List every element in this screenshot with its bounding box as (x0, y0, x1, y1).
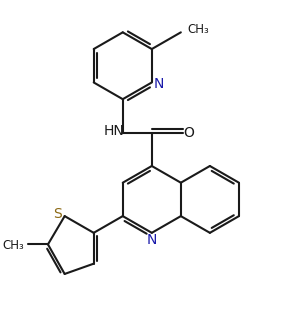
Text: CH₃: CH₃ (187, 23, 209, 36)
Text: S: S (53, 207, 62, 220)
Text: N: N (147, 233, 157, 247)
Text: HN: HN (103, 124, 124, 138)
Text: N: N (154, 77, 164, 91)
Text: CH₃: CH₃ (3, 239, 25, 252)
Text: O: O (183, 126, 194, 140)
